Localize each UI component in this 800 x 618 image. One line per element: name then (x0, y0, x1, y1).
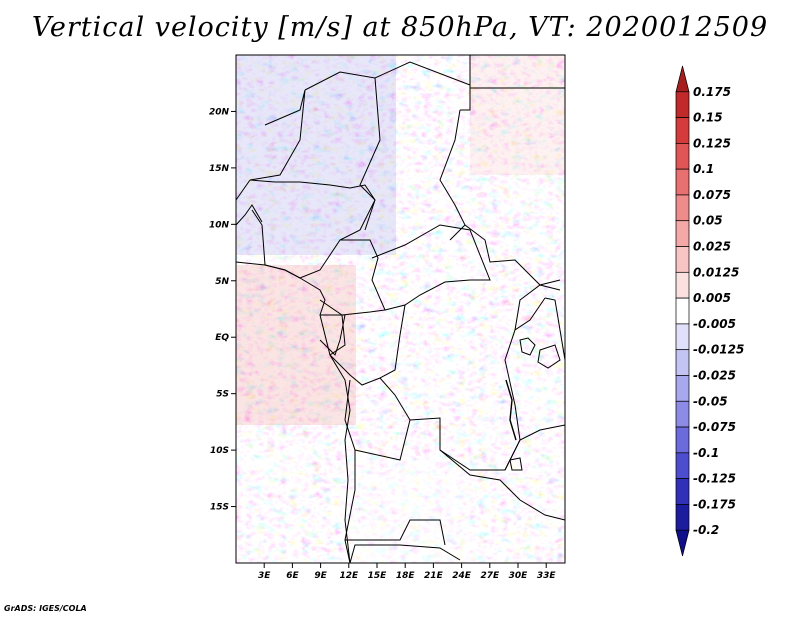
colorbar-swatch (675, 529, 690, 557)
colorbar-label: -0.175 (693, 497, 736, 511)
colorbar-swatch (675, 400, 690, 428)
colorbar-swatch (675, 375, 690, 402)
colorbar-swatch (675, 117, 690, 144)
colorbar-swatch (675, 220, 690, 247)
colorbar-label: 0.025 (693, 240, 731, 254)
colorbar-swatch (675, 91, 690, 118)
lon-tick-label: 3E (258, 571, 271, 581)
colorbar-label: 0.05 (693, 214, 723, 228)
colorbar-swatch (675, 65, 690, 93)
lon-tick-label: 18E (396, 571, 416, 581)
grads-credit: GrADS: IGES/COLA (4, 604, 87, 613)
lon-tick-label: 9E (314, 571, 327, 581)
lon-tick-label: 30E (509, 571, 529, 581)
lat-tick-label: 5N (215, 277, 229, 287)
colorbar-label: -0.025 (693, 368, 736, 382)
colorbar-swatch (675, 426, 690, 454)
colorbar-swatch (675, 246, 690, 273)
lon-tick-label: 24E (452, 571, 472, 581)
colorbar-label: 0.0125 (693, 265, 739, 279)
colorbar-swatch (675, 271, 690, 299)
velocity-field (236, 55, 565, 563)
colorbar-swatch (675, 323, 690, 351)
lon-tick-label: 12E (339, 571, 359, 581)
colorbar-label: 0.005 (693, 291, 731, 305)
coastline (235, 179, 263, 226)
lat-tick-label: 15S (210, 503, 229, 513)
colorbar-swatch (675, 504, 690, 531)
lat-tick-label: 10N (209, 220, 230, 230)
longitude-axis: 3E 6E 9E 12E 15E 18E 21E 24E 27E 30E 33E (258, 563, 556, 581)
colorbar-swatch (675, 452, 690, 479)
colorbar-swatch (675, 143, 690, 170)
colorbar-label: 0.175 (693, 85, 731, 99)
colorbar-label: -0.2 (693, 523, 719, 537)
colorbar-label: -0.125 (693, 472, 736, 486)
country-borders (235, 55, 566, 564)
colorbar-label: 0.1 (693, 162, 714, 176)
colorbar-label: -0.005 (693, 317, 736, 331)
colorbar-swatch (675, 349, 690, 376)
lon-tick-label: 21E (424, 571, 444, 581)
colorbar: 0.175 0.15 0.125 0.1 0.075 0.05 0.025 0.0125 0.0… (675, 65, 744, 557)
colorbar-swatch (675, 168, 690, 196)
lat-tick-label: 20N (209, 107, 230, 117)
colorbar-swatch (675, 194, 690, 222)
colorbar-label: -0.05 (693, 394, 728, 408)
colorbar-label: -0.075 (693, 420, 736, 434)
colorbar-label: -0.1 (693, 446, 719, 460)
latitude-axis: 20N 15N 10N 5N EQ 5S 10S 15S (209, 107, 236, 513)
lat-tick-label: EQ (215, 333, 229, 343)
chart-title: Vertical velocity [m/s] at 850hPa, VT: 2… (31, 12, 769, 43)
colorbar-swatch (675, 297, 690, 325)
lon-tick-label: 15E (368, 571, 388, 581)
map-frame (235, 54, 566, 564)
lat-tick-label: 15N (209, 164, 230, 174)
lon-tick-label: 33E (537, 571, 557, 581)
lon-tick-label: 6E (286, 571, 299, 581)
colorbar-label: -0.0125 (693, 343, 744, 357)
colorbar-label: 0.075 (693, 188, 731, 202)
colorbar-label: 0.125 (693, 136, 731, 150)
colorbar-label: 0.15 (693, 111, 723, 125)
lon-tick-label: 27E (480, 571, 500, 581)
lat-tick-label: 10S (210, 446, 229, 456)
lat-tick-label: 5S (216, 390, 229, 400)
colorbar-swatch (675, 478, 690, 505)
